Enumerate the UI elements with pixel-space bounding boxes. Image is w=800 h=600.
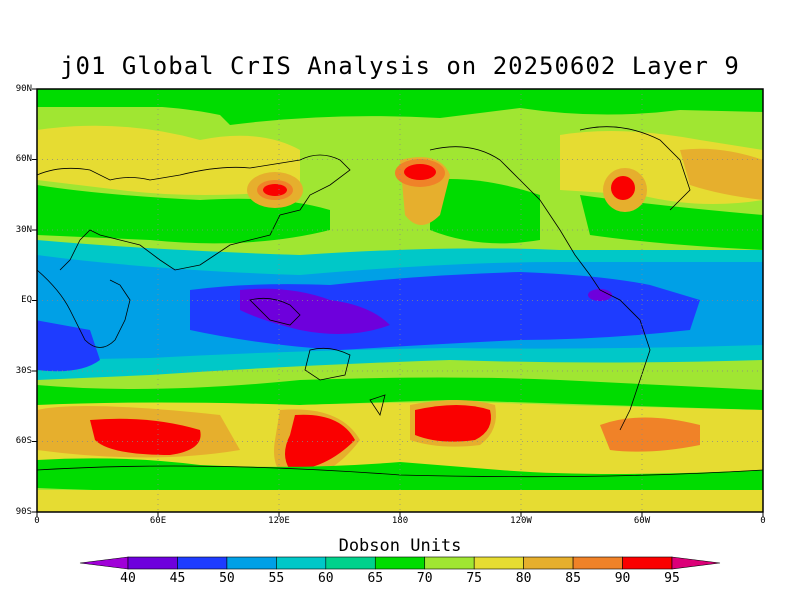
lat-label-60n: 60N bbox=[15, 154, 32, 164]
colorbar-tick-label: 65 bbox=[367, 571, 384, 586]
lat-label-30s: 30S bbox=[15, 366, 32, 376]
contour-field bbox=[37, 89, 763, 512]
lat-label-90s: 90S bbox=[15, 507, 32, 517]
colorbar-tick-label: 85 bbox=[565, 571, 581, 586]
colorbar-tick-label: 40 bbox=[120, 571, 136, 586]
colorbar-tick-label: 70 bbox=[416, 571, 433, 586]
colorbar-tick-label: 60 bbox=[317, 571, 334, 586]
colorbar-tick-label: 95 bbox=[664, 571, 680, 586]
colorbar-tick-label: 80 bbox=[515, 571, 532, 586]
lon-label-180: 180 bbox=[391, 516, 409, 526]
lat-label-60s: 60S bbox=[15, 436, 32, 446]
colorbar-tick-label: 75 bbox=[466, 571, 482, 586]
colorbar-segment bbox=[177, 556, 228, 570]
lat-label-eq: EQ bbox=[21, 295, 32, 305]
lon-label-0-end: 0 bbox=[760, 516, 766, 526]
colorbar-title: Dobson Units bbox=[338, 536, 462, 556]
colorbar-segment bbox=[374, 556, 426, 570]
lon-label-120w: 120W bbox=[510, 516, 532, 526]
colorbar-segment bbox=[572, 556, 623, 570]
lon-label-60e: 60E bbox=[149, 516, 167, 526]
colorbar-segment bbox=[325, 556, 376, 570]
colorbar-segment bbox=[127, 556, 178, 570]
colorbar-tick-label: 45 bbox=[169, 571, 186, 586]
colorbar-segment bbox=[226, 556, 277, 570]
colorbar-arrow-high bbox=[671, 556, 721, 570]
colorbar-segment bbox=[523, 556, 574, 570]
lon-label-0: 0 bbox=[34, 516, 40, 526]
lon-label-120e: 120E bbox=[268, 516, 290, 526]
map-title: j01 Global CrIS Analysis on 20250602 Lay… bbox=[60, 52, 740, 80]
colorbar-tick-label: 55 bbox=[268, 571, 285, 586]
lat-label-30n: 30N bbox=[15, 225, 32, 235]
lon-label-60w: 60W bbox=[633, 516, 651, 526]
colorbar-segment bbox=[473, 556, 524, 570]
colorbar-segment bbox=[276, 556, 327, 570]
axis-ticks bbox=[32, 88, 764, 517]
gridlines bbox=[37, 89, 763, 512]
colorbar-tick-label: 50 bbox=[219, 571, 235, 586]
colorbar-segment bbox=[622, 556, 673, 570]
colorbar-segment bbox=[424, 556, 475, 570]
colorbar bbox=[79, 556, 721, 570]
lat-label-90n: 90N bbox=[15, 84, 32, 94]
colorbar-tick-label: 90 bbox=[614, 571, 631, 586]
colorbar-arrow-low bbox=[79, 556, 129, 570]
